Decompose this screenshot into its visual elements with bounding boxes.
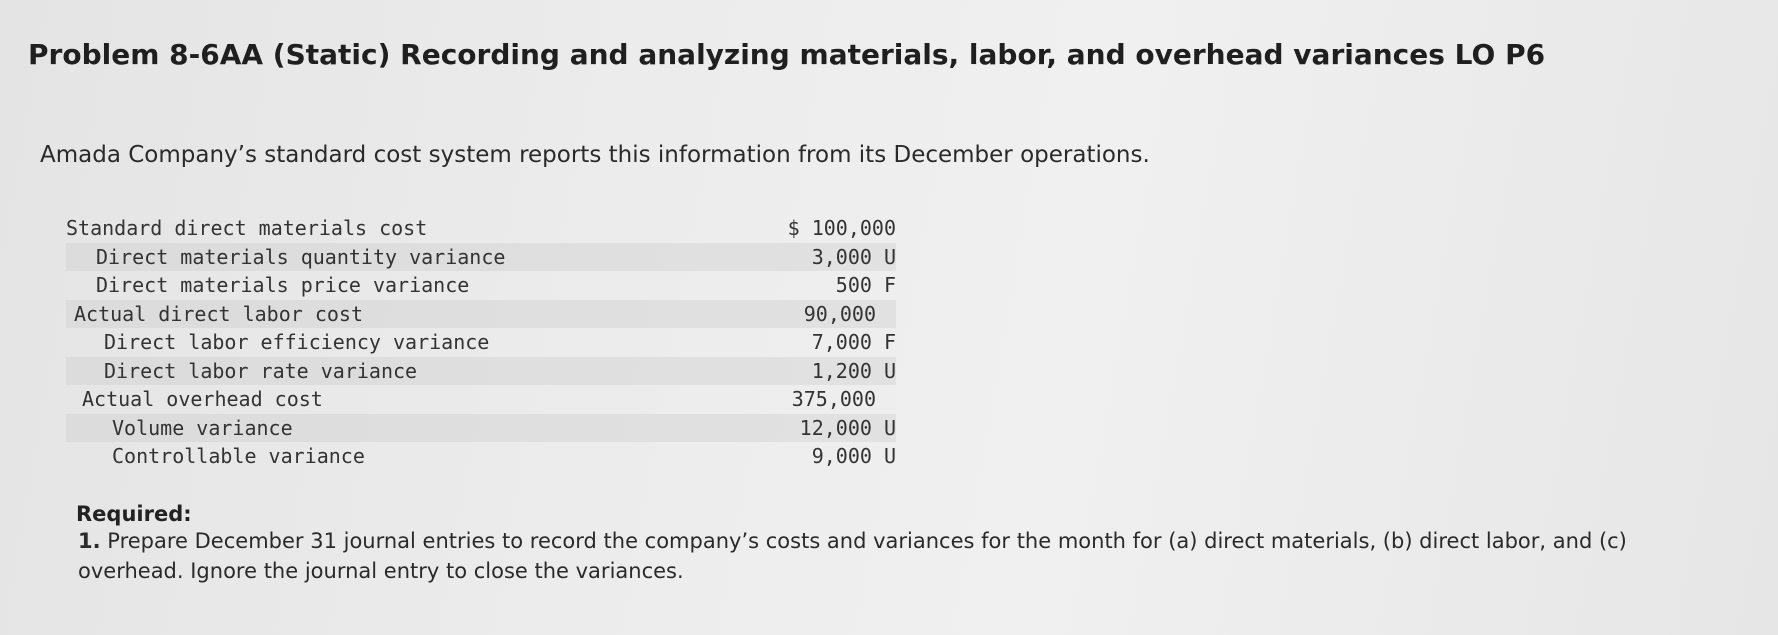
row-amount: 3,000 U	[811, 244, 896, 269]
row-amount: 12,000 U	[799, 415, 896, 440]
table-row: Direct materials quantity variance 3,000…	[66, 242, 896, 271]
row-label: Actual overhead cost	[82, 387, 323, 411]
row-label: Volume variance	[112, 415, 293, 440]
row-amount: 7,000 F	[811, 330, 896, 354]
requirement-text: 1. Prepare December 31 journal entries t…	[78, 526, 1738, 586]
table-row: Controllable variance 9,000 U	[66, 442, 896, 471]
table-row: Direct labor rate variance 1,200 U	[66, 356, 896, 385]
table-row: Direct labor efficiency variance 7,000 F	[66, 328, 896, 357]
table-row: Direct materials price variance 500 F	[66, 271, 896, 300]
requirement-body: Prepare December 31 journal entries to r…	[78, 529, 1627, 583]
row-label: Actual direct labor cost	[74, 301, 363, 326]
row-amount: $ 100,000	[787, 216, 896, 240]
row-label: Standard direct materials cost	[66, 216, 428, 240]
required-heading: Required:	[76, 502, 192, 526]
requirement-number: 1.	[78, 529, 101, 553]
row-amount: 1,200 U	[811, 358, 896, 383]
row-amount: 375,000	[791, 387, 876, 411]
table-row: Volume variance 12,000 U	[66, 413, 896, 442]
row-amount: 90,000	[803, 301, 876, 326]
row-label: Direct labor rate variance	[104, 358, 418, 383]
intro-text: Amada Company’s standard cost system rep…	[40, 142, 1150, 168]
row-label: Direct materials quantity variance	[96, 244, 506, 269]
row-label: Direct labor efficiency variance	[104, 330, 490, 354]
table-row: Standard direct materials cost $ 100,000	[66, 214, 896, 243]
row-label: Controllable variance	[112, 444, 365, 468]
row-amount: 9,000 U	[811, 444, 896, 468]
row-label: Direct materials price variance	[96, 273, 470, 297]
table-row: Actual direct labor cost 90,000	[66, 299, 896, 328]
row-amount: 500 F	[835, 273, 896, 297]
problem-title: Problem 8-6AA (Static) Recording and ana…	[28, 38, 1546, 71]
table-row: Actual overhead cost 375,000	[66, 385, 896, 414]
cost-data-table: Standard direct materials cost $ 100,000…	[66, 214, 896, 471]
